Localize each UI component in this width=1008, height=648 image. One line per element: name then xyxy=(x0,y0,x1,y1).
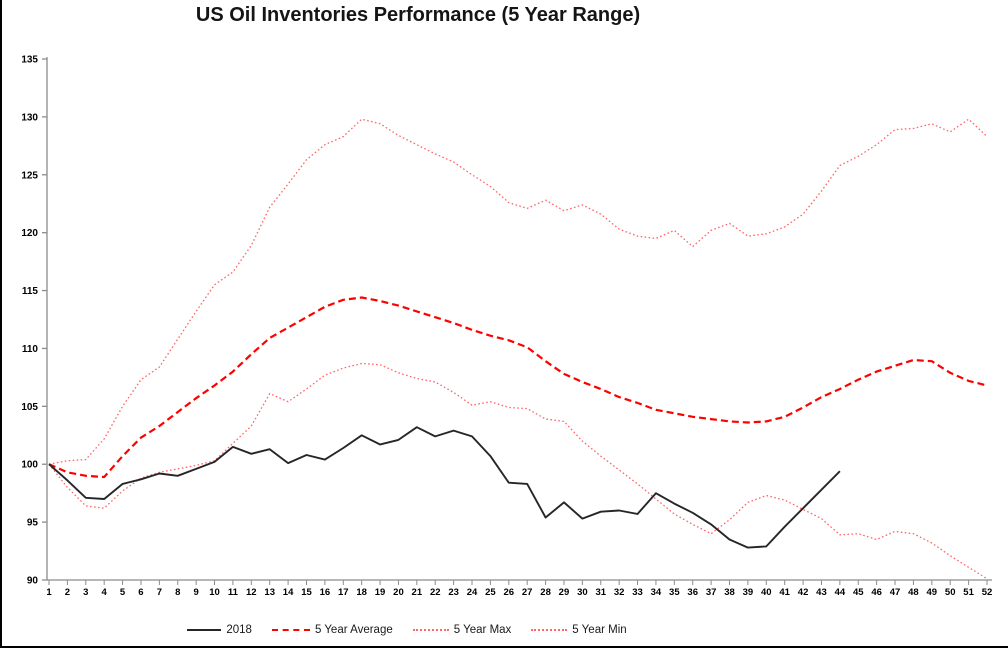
legend-item-5-year-average: 5 Year Average xyxy=(271,624,393,636)
legend-item-5-year-max: 5 Year Max xyxy=(412,624,512,636)
legend-line-dotted-min-icon xyxy=(531,629,568,631)
legend-label-5-year-average: 5 Year Average xyxy=(314,624,393,636)
y-axis-tick-label: 125 xyxy=(21,170,38,181)
x-axis-tick-label: 26 xyxy=(504,587,515,598)
x-axis-tick-label: 22 xyxy=(430,587,441,598)
x-axis-tick-label: 43 xyxy=(816,587,827,598)
x-axis-tick-label: 40 xyxy=(761,587,772,598)
x-axis-tick-label: 28 xyxy=(540,587,551,598)
x-axis-tick-label: 37 xyxy=(706,587,717,598)
x-axis-tick-label: 14 xyxy=(283,587,294,598)
y-axis-tick-label: 110 xyxy=(22,344,39,355)
x-axis-tick-label: 24 xyxy=(467,587,478,598)
legend: 2018 5 Year Average 5 Year Max 5 Year Mi… xyxy=(2,624,959,636)
series-line-5-year-average xyxy=(48,296,988,479)
x-axis-tick-label: 6 xyxy=(138,587,143,598)
x-axis-tick-label: 18 xyxy=(356,587,367,598)
x-axis-tick-label: 46 xyxy=(871,587,882,598)
legend-line-dashed-icon xyxy=(271,629,310,631)
x-axis-tick-label: 11 xyxy=(228,587,239,598)
x-axis-tick-label: 49 xyxy=(927,587,938,598)
y-axis-tick-label: 115 xyxy=(22,286,39,297)
x-axis-tick-label: 16 xyxy=(320,587,331,598)
x-axis-tick-label: 8 xyxy=(175,587,180,598)
x-axis-tick-label: 13 xyxy=(264,587,275,598)
x-axis-tick-label: 1 xyxy=(46,587,52,598)
x-axis-tick-label: 10 xyxy=(209,587,220,598)
y-axis-tick-label: 95 xyxy=(27,518,39,529)
x-axis-tick-label: 27 xyxy=(522,587,533,598)
legend-item-5-year-min: 5 Year Min xyxy=(531,624,627,636)
legend-line-dotted-max-icon xyxy=(412,629,449,631)
x-axis-tick-label: 51 xyxy=(963,587,974,598)
y-axis-tick-label: 100 xyxy=(21,460,38,471)
x-axis-tick-label: 52 xyxy=(982,587,993,598)
x-axis-tick-label: 23 xyxy=(448,587,459,598)
x-axis-tick-label: 44 xyxy=(835,587,846,598)
x-axis-tick-label: 30 xyxy=(577,587,588,598)
y-axis-tick-label: 90 xyxy=(27,576,39,587)
x-axis-tick-label: 34 xyxy=(651,587,662,598)
x-axis-tick-label: 19 xyxy=(375,587,386,598)
x-axis-tick-label: 5 xyxy=(120,587,126,598)
x-axis-tick-label: 17 xyxy=(338,587,349,598)
x-axis-tick-label: 42 xyxy=(798,587,809,598)
y-axis-tick-label: 105 xyxy=(21,402,38,413)
x-axis-tick-label: 25 xyxy=(485,587,496,598)
x-axis-tick-label: 4 xyxy=(102,587,108,598)
x-axis-tick-label: 50 xyxy=(945,587,956,598)
x-axis-tick-label: 47 xyxy=(890,587,901,598)
x-axis-tick-label: 38 xyxy=(724,587,735,598)
chart-title: US Oil Inventories Performance (5 Year R… xyxy=(195,4,641,26)
x-axis-tick-label: 15 xyxy=(301,587,312,598)
x-axis-tick-label: 2 xyxy=(65,587,70,598)
x-axis-tick-label: 9 xyxy=(193,587,198,598)
y-axis-tick-label: 135 xyxy=(21,55,38,66)
series-line-2018 xyxy=(48,426,841,549)
x-axis-tick-label: 20 xyxy=(393,587,404,598)
x-axis-tick-label: 45 xyxy=(853,587,864,598)
x-axis-tick-label: 39 xyxy=(743,587,754,598)
series-line-5-year-max xyxy=(48,118,988,465)
x-axis-tick-label: 41 xyxy=(779,587,790,598)
x-axis-tick-label: 12 xyxy=(246,587,257,598)
x-axis-tick-label: 3 xyxy=(83,587,88,598)
legend-line-solid-icon xyxy=(187,629,222,631)
x-axis-tick-label: 33 xyxy=(632,587,643,598)
y-axis-tick-label: 120 xyxy=(21,228,38,239)
x-axis-tick-label: 32 xyxy=(614,587,625,598)
x-axis-tick-label: 48 xyxy=(908,587,919,598)
series-line-5-year-min xyxy=(48,362,988,580)
x-axis-tick-label: 31 xyxy=(595,587,606,598)
x-axis-tick-label: 21 xyxy=(412,587,423,598)
legend-label-5-year-min: 5 Year Min xyxy=(572,624,627,636)
x-axis-tick-label: 35 xyxy=(669,587,680,598)
x-axis-tick-label: 7 xyxy=(157,587,162,598)
x-axis-tick-label: 29 xyxy=(559,587,570,598)
x-axis-tick-label: 36 xyxy=(687,587,698,598)
legend-label-5-year-max: 5 Year Max xyxy=(453,624,512,636)
legend-item-2018: 2018 xyxy=(187,624,252,636)
legend-label-2018: 2018 xyxy=(226,624,252,636)
y-axis-tick-label: 130 xyxy=(21,112,38,123)
